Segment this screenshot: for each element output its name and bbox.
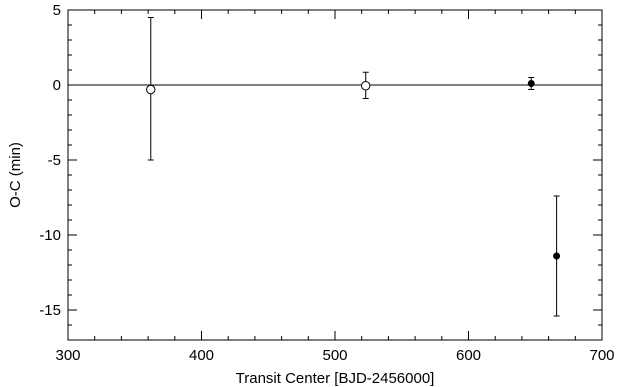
data-point-filled xyxy=(553,252,561,260)
plot-frame xyxy=(67,9,603,341)
y-tick-label: 0 xyxy=(53,77,61,94)
x-tick-label: 400 xyxy=(189,347,214,364)
y-tick-label: -15 xyxy=(39,302,61,319)
data-point-open xyxy=(146,84,156,95)
tick-labels: 300 400 500 600 700 5 0 -5 -10 -15 xyxy=(39,2,614,364)
data-point-open xyxy=(361,81,371,91)
x-tick-label: 700 xyxy=(589,347,614,364)
x-axis-label: Transit Center [BJD-2456000] xyxy=(236,370,435,387)
data-points xyxy=(146,17,561,317)
x-tick-label: 500 xyxy=(322,347,347,364)
data-point-filled xyxy=(527,80,535,87)
y-tick-label: -5 xyxy=(48,152,61,169)
y-axis-label: O-C (min) xyxy=(7,142,24,208)
y-tick-label: 5 xyxy=(53,2,61,19)
x-tick-label: 300 xyxy=(55,347,80,364)
y-tick-label: -10 xyxy=(39,227,61,244)
x-tick-label: 600 xyxy=(456,347,481,364)
axis-ticks xyxy=(67,9,603,341)
